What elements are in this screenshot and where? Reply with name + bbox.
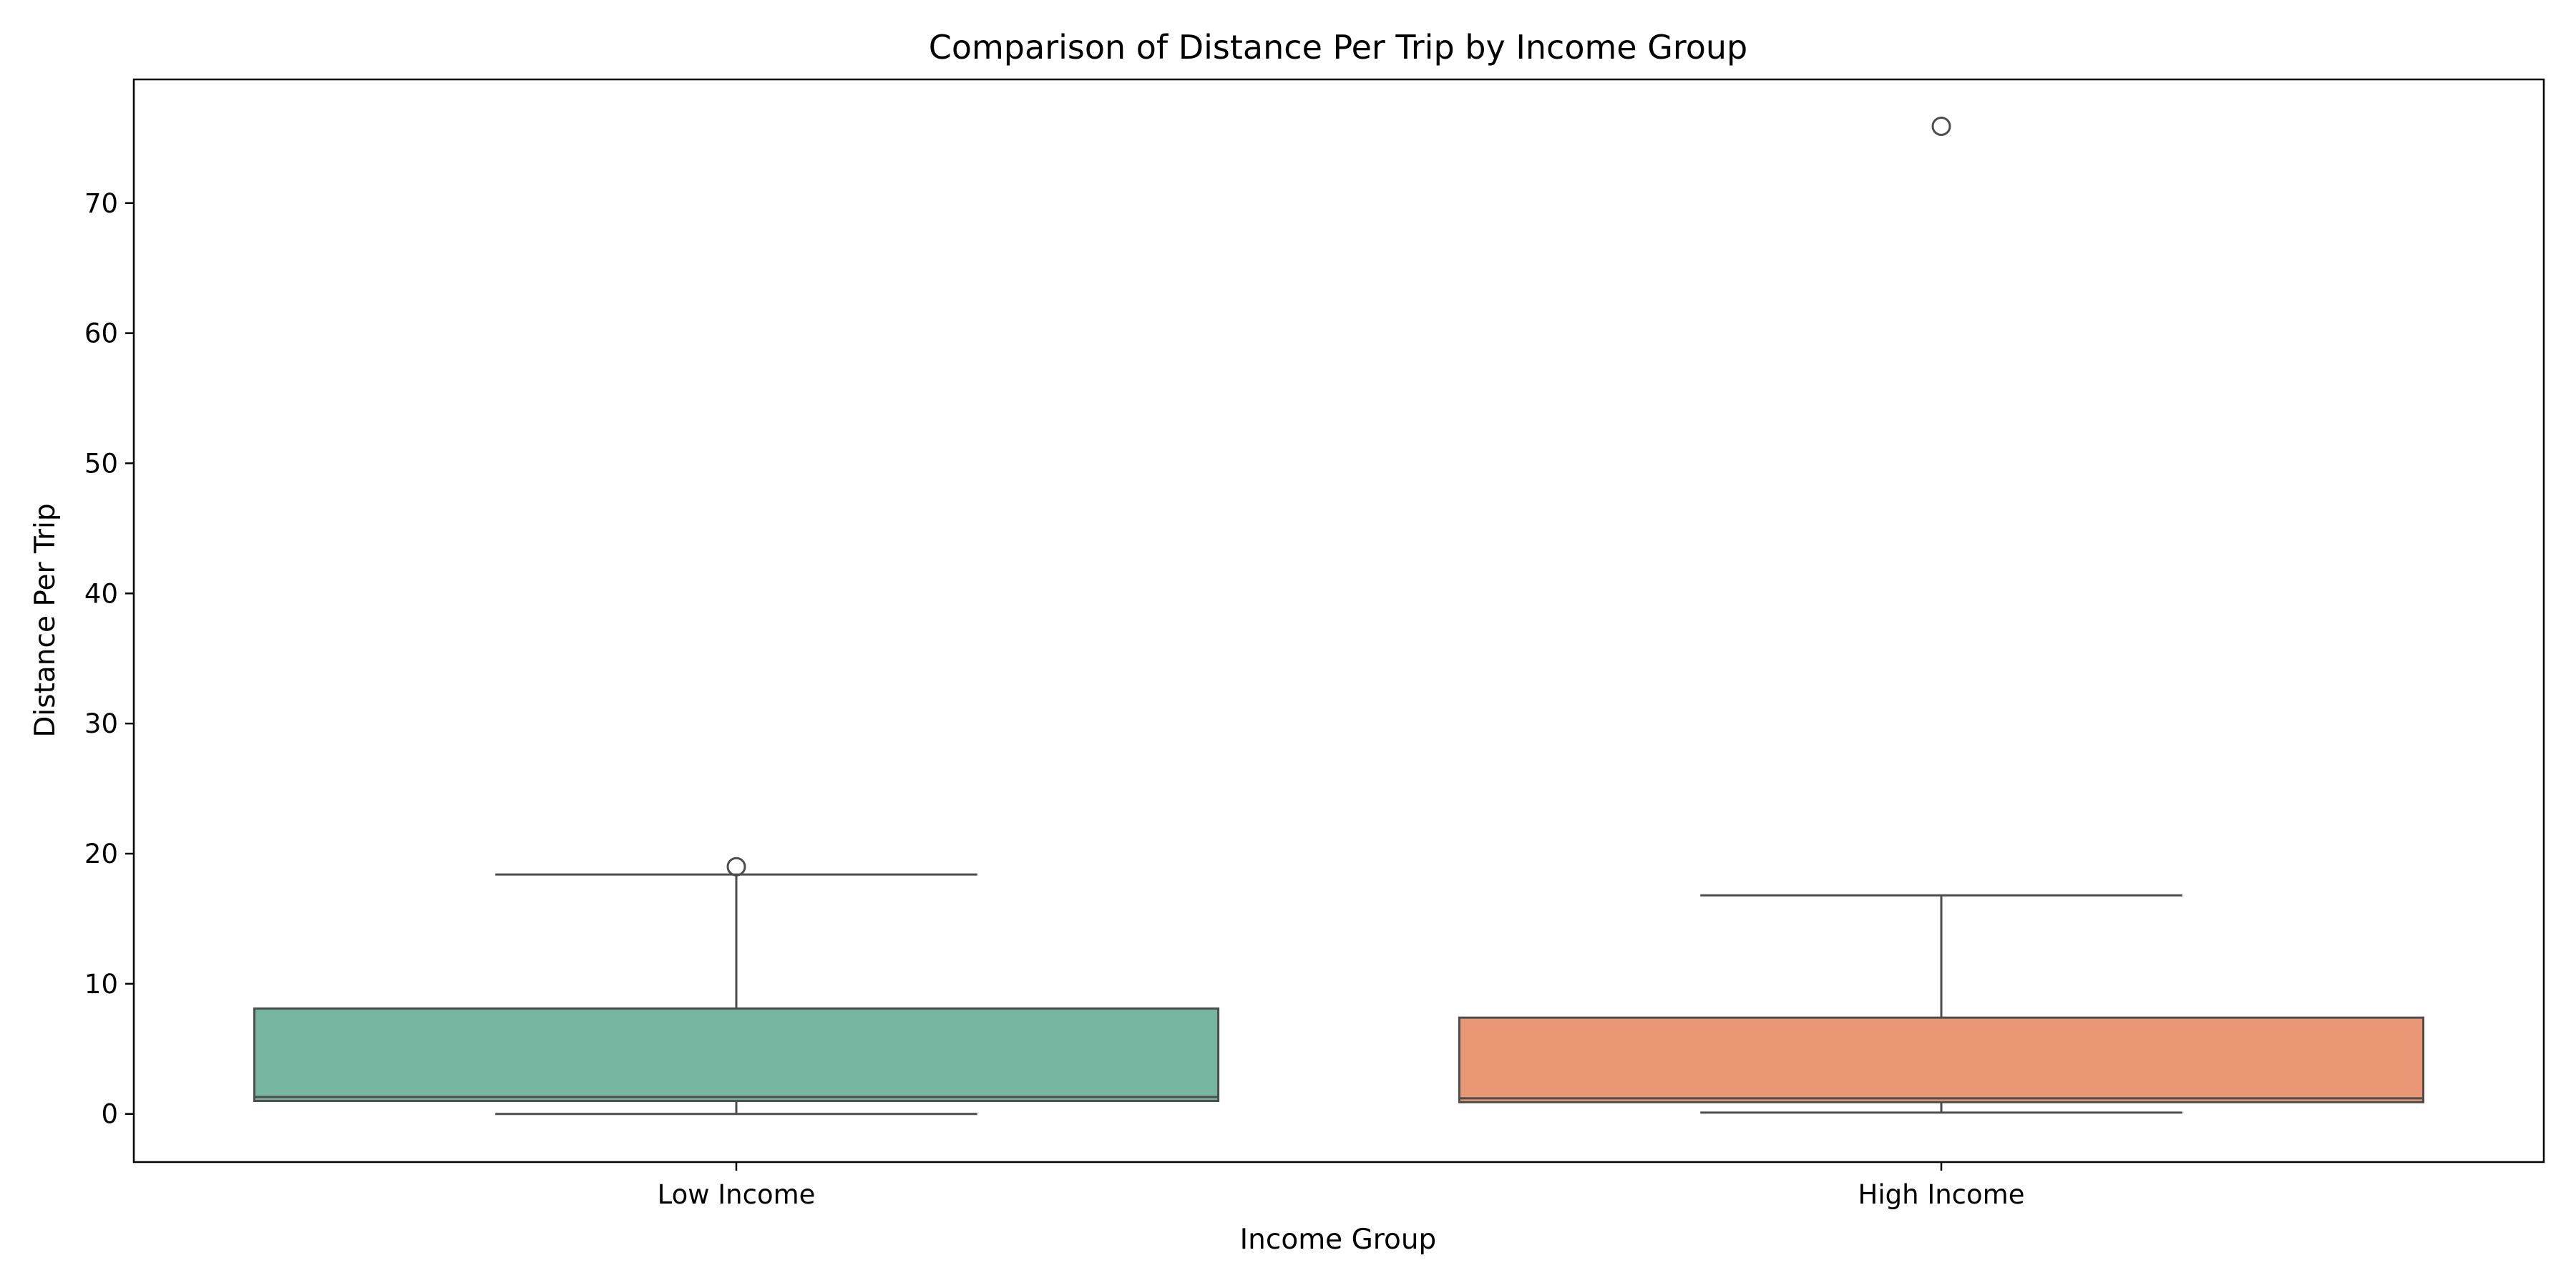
box-group	[253, 857, 1220, 1116]
y-tick-label: 20	[84, 839, 118, 869]
chart-title: Comparison of Distance Per Trip by Incom…	[929, 28, 1748, 67]
box-group	[1458, 116, 2425, 1114]
plot-area	[253, 116, 2425, 1116]
iqr-box	[253, 1007, 1220, 1103]
x-tick-label: High Income	[1858, 1179, 2025, 1210]
x-tick-label: Low Income	[658, 1179, 816, 1210]
outlier-point	[726, 857, 746, 877]
outlier-point	[1931, 116, 1951, 136]
y-tick-label: 0	[101, 1099, 118, 1130]
x-axis-label: Income Group	[1240, 1224, 1437, 1256]
y-tick-label: 60	[84, 318, 118, 349]
y-axis: 0 10 20 30 40 50 60 70	[84, 188, 134, 1130]
plot-frame	[132, 78, 2545, 1163]
x-axis: Low Income High Income	[658, 1162, 2025, 1210]
iqr-box	[1458, 1016, 2425, 1103]
y-axis-label: Distance Per Trip	[29, 503, 62, 737]
y-tick-label: 70	[84, 188, 118, 219]
y-tick-label: 50	[84, 448, 118, 479]
y-tick-label: 40	[84, 578, 118, 609]
y-tick-label: 10	[84, 969, 118, 1000]
y-tick-label: 30	[84, 708, 118, 739]
